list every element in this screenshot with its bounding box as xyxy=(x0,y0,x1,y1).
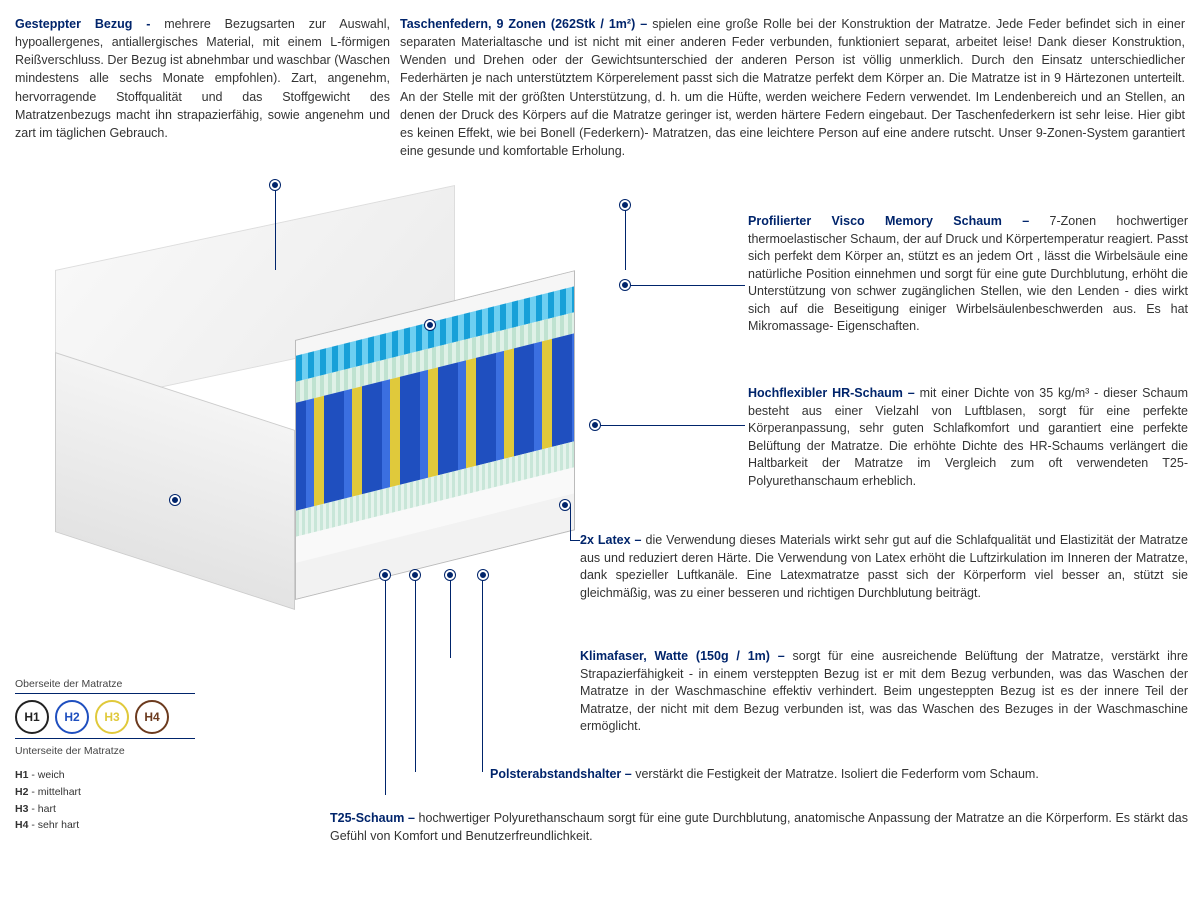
springs-heading: Taschenfedern, 9 Zonen (262Stk / 1m²) – xyxy=(400,17,652,31)
line-hr xyxy=(600,425,745,426)
line-extra xyxy=(482,580,483,772)
hardness-list: H1 - weich H2 - mittelhart H3 - hart H4 … xyxy=(15,767,215,834)
springs-text: spielen eine große Rolle bei der Konstru… xyxy=(400,17,1185,158)
dot-spring-top xyxy=(620,200,630,210)
dot-polster xyxy=(410,570,420,580)
springs-description: Taschenfedern, 9 Zonen (262Stk / 1m²) – … xyxy=(400,15,1185,160)
dot-side xyxy=(170,495,180,505)
cover-description: Gesteppter Bezug - mehrere Bezugsarten z… xyxy=(15,15,390,142)
hardness-legend: Oberseite der Matratze H1 H2 H3 H4 Unter… xyxy=(15,678,215,834)
hardness-h1: H1 xyxy=(15,700,49,734)
line-latex-v xyxy=(570,505,571,540)
visco-text: 7-Zonen hochwertiger thermoelastischer S… xyxy=(748,214,1188,333)
mattress-diagram xyxy=(55,270,655,630)
line-cover xyxy=(275,190,276,270)
hardness-h3: H3 xyxy=(95,700,129,734)
line-klima xyxy=(385,580,386,795)
cover-heading: Gesteppter Bezug - xyxy=(15,17,164,31)
hardness-circles: H1 H2 H3 H4 xyxy=(15,700,215,734)
line-polster xyxy=(415,580,416,772)
dot-visco xyxy=(425,320,435,330)
legend-line-bottom xyxy=(15,738,195,739)
line-visco xyxy=(630,285,745,286)
callout-visco: Profilierter Visco Memory Schaum – 7-Zon… xyxy=(748,213,1188,336)
h4-row: H4 - sehr hart xyxy=(15,817,215,834)
callout-klima: Klimafaser, Watte (150g / 1m) – sorgt fü… xyxy=(580,648,1188,736)
callout-latex: 2x Latex – die Verwendung dieses Materia… xyxy=(580,532,1188,602)
callout-polster: Polsterabstandshalter – verstärkt die Fe… xyxy=(490,766,1188,784)
visco-heading: Profilierter Visco Memory Schaum – xyxy=(748,214,1050,228)
latex-heading: 2x Latex – xyxy=(580,533,646,547)
klima-heading: Klimafaser, Watte (150g / 1m) – xyxy=(580,649,793,663)
dot-cover xyxy=(270,180,280,190)
dot-hr xyxy=(590,420,600,430)
cover-text: mehrere Bezugsarten zur Auswahl, hypoall… xyxy=(15,17,390,140)
hr-text: mit einer Dichte von 35 kg/m³ - dieser S… xyxy=(748,386,1188,488)
polster-text: verstärkt die Festigkeit der Matratze. I… xyxy=(635,767,1039,781)
polster-heading: Polsterabstandshalter – xyxy=(490,767,635,781)
latex-text: die Verwendung dieses Materials wirkt se… xyxy=(580,533,1188,600)
line-latex-h xyxy=(570,540,580,541)
hardness-h4: H4 xyxy=(135,700,169,734)
hr-heading: Hochflexibler HR-Schaum – xyxy=(748,386,920,400)
dot-t25 xyxy=(445,570,455,580)
mattress-side xyxy=(55,352,295,610)
dot-klima xyxy=(380,570,390,580)
legend-bottom-label: Unterseite der Matratze xyxy=(15,745,215,757)
callout-hr: Hochflexibler HR-Schaum – mit einer Dich… xyxy=(748,385,1188,490)
h1-row: H1 - weich xyxy=(15,767,215,784)
h2-row: H2 - mittelhart xyxy=(15,784,215,801)
line-t25-a xyxy=(450,580,451,658)
dot-latex xyxy=(560,500,570,510)
line-spring-top xyxy=(625,210,626,270)
hardness-h2: H2 xyxy=(55,700,89,734)
t25-text: hochwertiger Polyurethanschaum sorgt für… xyxy=(330,811,1188,843)
callout-t25: T25-Schaum – hochwertiger Polyurethansch… xyxy=(330,810,1188,845)
t25-heading: T25-Schaum – xyxy=(330,811,419,825)
legend-top-label: Oberseite der Matratze xyxy=(15,678,215,690)
h3-row: H3 - hart xyxy=(15,801,215,818)
legend-line-top xyxy=(15,693,195,694)
dot-visco2 xyxy=(620,280,630,290)
dot-extra xyxy=(478,570,488,580)
